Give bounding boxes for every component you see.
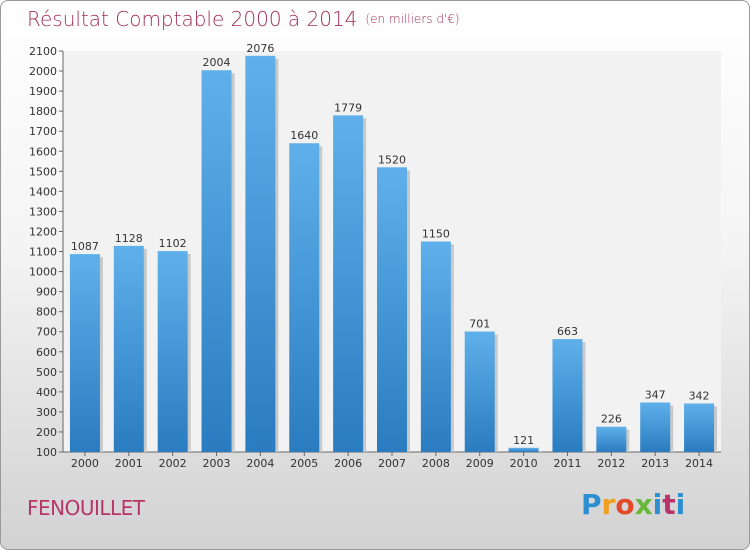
x-tick-label: 2002 — [159, 457, 187, 470]
x-tick-label: 2006 — [334, 457, 362, 470]
y-tick-label: 100 — [36, 446, 57, 459]
y-tick-label: 1500 — [29, 165, 57, 178]
x-tick-label: 2001 — [115, 457, 143, 470]
x-tick-label: 2014 — [685, 457, 713, 470]
bar — [377, 167, 407, 453]
y-tick-label: 1900 — [29, 85, 57, 98]
logo-letter: i — [652, 488, 663, 521]
bar-value-label: 663 — [557, 325, 578, 338]
chart-title-text: Résultat Comptable 2000 à 2014 — [27, 7, 358, 31]
x-tick-label: 2013 — [641, 457, 669, 470]
logo-letter: t — [662, 488, 676, 521]
bar — [201, 70, 232, 453]
bar-value-label: 1128 — [115, 232, 143, 245]
x-tick-label: 2010 — [510, 457, 538, 470]
y-tick-label: 1100 — [29, 246, 57, 259]
bar-value-label: 2004 — [203, 56, 231, 69]
y-tick-label: 400 — [36, 386, 57, 399]
x-tick-label: 2007 — [378, 457, 406, 470]
x-tick-label: 2004 — [246, 457, 274, 470]
logo-letter: P — [581, 488, 602, 521]
bar — [245, 55, 276, 452]
chart-title: Résultat Comptable 2000 à 2014 (en millie… — [27, 7, 460, 31]
bar — [69, 254, 100, 452]
bar — [289, 143, 320, 453]
bar-value-label: 1779 — [334, 101, 362, 114]
bar-value-label: 1150 — [422, 227, 450, 240]
logo-letter: i — [675, 488, 686, 521]
bar — [552, 339, 583, 452]
bar — [508, 447, 539, 452]
y-tick-label: 1600 — [29, 145, 57, 158]
y-tick-label: 1200 — [29, 225, 57, 238]
bar-value-label: 1520 — [378, 153, 406, 166]
y-tick-label: 600 — [36, 346, 57, 359]
logo-letter: r — [601, 488, 616, 521]
bar-value-label: 1640 — [290, 129, 318, 142]
y-tick-label: 2000 — [29, 65, 57, 78]
y-tick-label: 200 — [36, 426, 57, 439]
y-tick-label: 500 — [36, 366, 57, 379]
bar — [596, 426, 627, 452]
bar — [333, 115, 364, 452]
bar-value-label: 2076 — [246, 42, 274, 55]
x-tick-label: 2009 — [466, 457, 494, 470]
y-tick-label: 1300 — [29, 205, 57, 218]
x-tick-label: 2012 — [597, 457, 625, 470]
bar — [640, 402, 671, 452]
bar — [113, 245, 144, 452]
y-tick-label: 700 — [36, 326, 57, 339]
bar-value-label: 121 — [513, 434, 534, 447]
y-tick-label: 2100 — [29, 45, 57, 58]
chart-subtitle: (en milliers d'€) — [365, 12, 460, 26]
y-tick-label: 1400 — [29, 185, 57, 198]
bar — [464, 331, 495, 452]
bar-value-label: 1102 — [159, 237, 187, 250]
x-tick-label: 2003 — [203, 457, 231, 470]
y-tick-label: 800 — [36, 306, 57, 319]
bar-value-label: 226 — [601, 413, 622, 426]
bar-value-label: 701 — [469, 317, 490, 330]
x-tick-label: 2011 — [553, 457, 581, 470]
bar — [684, 403, 715, 452]
y-tick-label: 900 — [36, 286, 57, 299]
bar — [420, 241, 451, 452]
commune-name: FENOUILLET — [27, 496, 145, 520]
bar-value-label: 342 — [689, 389, 710, 402]
y-tick-label: 1800 — [29, 105, 57, 118]
bar-value-label: 347 — [645, 388, 666, 401]
x-tick-label: 2008 — [422, 457, 450, 470]
proxiti-logo: Proxiti — [581, 488, 685, 521]
y-tick-label: 300 — [36, 406, 57, 419]
bar — [157, 251, 188, 452]
logo-letter: x — [634, 488, 653, 521]
x-tick-label: 2005 — [290, 457, 318, 470]
y-tick-label: 1000 — [29, 266, 57, 279]
y-tick-label: 1700 — [29, 125, 57, 138]
bar-value-label: 1087 — [71, 240, 99, 253]
logo-letter: o — [615, 488, 635, 521]
x-tick-label: 2000 — [71, 457, 99, 470]
